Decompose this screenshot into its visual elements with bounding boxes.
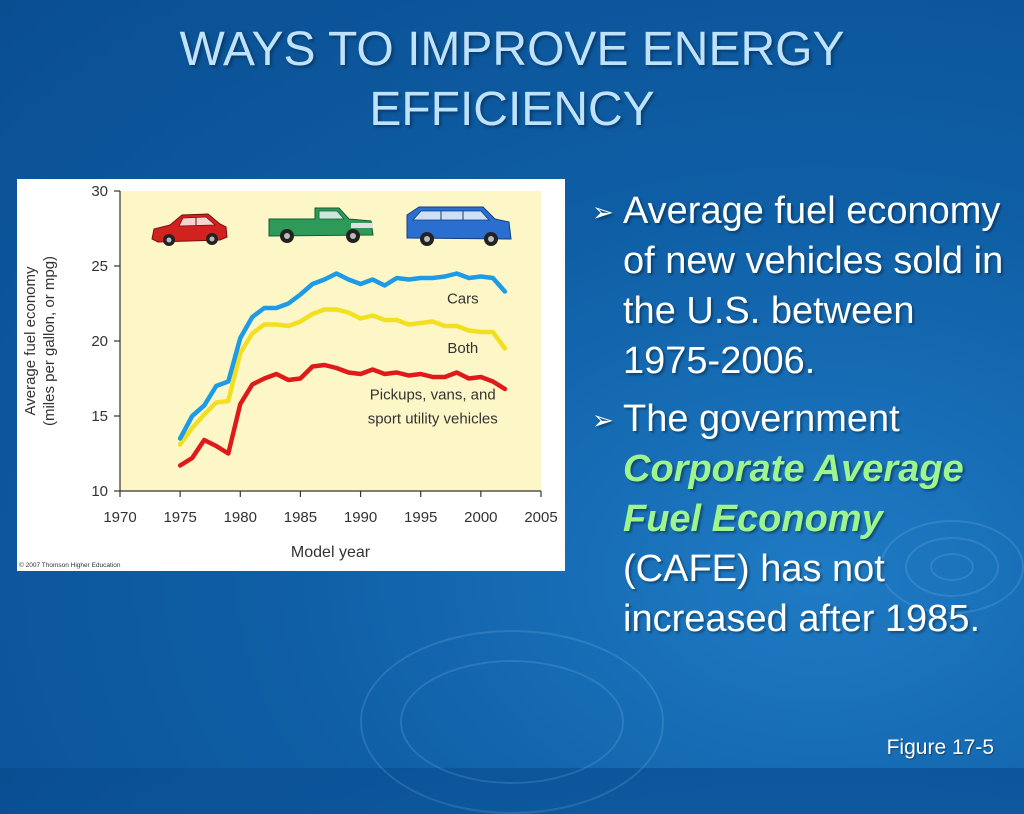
title-line-2: EFFICIENCY <box>369 83 655 136</box>
bullet-item: ➢ The government Corporate Average Fuel … <box>590 394 1010 644</box>
figure-reference: Figure 17-5 <box>886 736 994 759</box>
bullet-arrow-icon: ➢ <box>592 197 614 227</box>
chart-svg: 10 15 20 25 30 1970 1975 1980 1985 1990 1995 2000 20… <box>19 183 558 569</box>
chart-axes: 10 15 20 25 30 1970 1975 1980 1985 1990 1995 2000 20… <box>19 183 558 569</box>
x-tick-label: 2005 <box>524 509 557 526</box>
slide-title: WAYS TO IMPROVE ENERGY EFFICIENCY <box>40 20 984 140</box>
red-sedan-icon <box>151 213 228 246</box>
background-ripple <box>360 630 664 814</box>
series-label-both: Both <box>447 340 478 357</box>
y-tick-label: 10 <box>91 483 108 500</box>
title-line-1: WAYS TO IMPROVE ENERGY <box>179 23 845 76</box>
x-tick-label: 2000 <box>464 509 497 526</box>
bullet-item: ➢ Average fuel economy of new vehicles s… <box>590 186 1010 386</box>
series-label-trucks-line-1: Pickups, vans, and <box>370 387 496 404</box>
series-line-both <box>177 307 508 447</box>
x-tick-label: 1980 <box>224 509 257 526</box>
series-line-trucks <box>177 362 508 468</box>
y-axis-title-line-1: Average fuel economy <box>22 266 39 415</box>
x-tick-label: 1995 <box>404 509 437 526</box>
x-tick-label: 1985 <box>284 509 317 526</box>
x-axis-title: Model year <box>291 544 371 561</box>
series-line-cars <box>177 271 508 441</box>
x-tick-label: 1990 <box>344 509 377 526</box>
y-tick-label: 20 <box>91 333 108 350</box>
bullet-text-prefix: The government <box>623 398 900 440</box>
fuel-economy-chart: 10 15 20 25 30 1970 1975 1980 1985 1990 1995 2000 20… <box>17 179 565 571</box>
y-tick-label: 25 <box>91 258 108 275</box>
bullet-list: ➢ Average fuel economy of new vehicles s… <box>590 186 1010 652</box>
bullet-text: Average fuel economy of new vehicles sol… <box>623 190 1004 382</box>
series-label-cars: Cars <box>447 291 479 308</box>
cafe-emphasis: Corporate Average Fuel Economy <box>623 448 964 540</box>
chart-series <box>177 271 508 468</box>
x-tick-label: 1975 <box>163 509 196 526</box>
x-tick-label: 1970 <box>103 509 136 526</box>
background-ripple <box>400 660 624 784</box>
green-pickup-icon <box>268 207 374 243</box>
vehicle-icons <box>151 206 512 246</box>
copyright-note: © 2007 Thomson Higher Education <box>19 561 121 569</box>
y-axis-title-line-2: (miles per gallon, or mpg) <box>41 256 58 426</box>
y-tick-label: 15 <box>91 408 108 425</box>
bullet-text-suffix: (CAFE) has not increased after 1985. <box>623 548 981 640</box>
y-tick-label: 30 <box>91 183 108 200</box>
chart-labels: Cars Both Pickups, vans, and sport utility … <box>368 291 498 428</box>
blue-suv-icon <box>406 206 512 246</box>
bullet-arrow-icon: ➢ <box>592 405 614 435</box>
series-label-trucks-line-2: sport utility vehicles <box>368 411 498 428</box>
